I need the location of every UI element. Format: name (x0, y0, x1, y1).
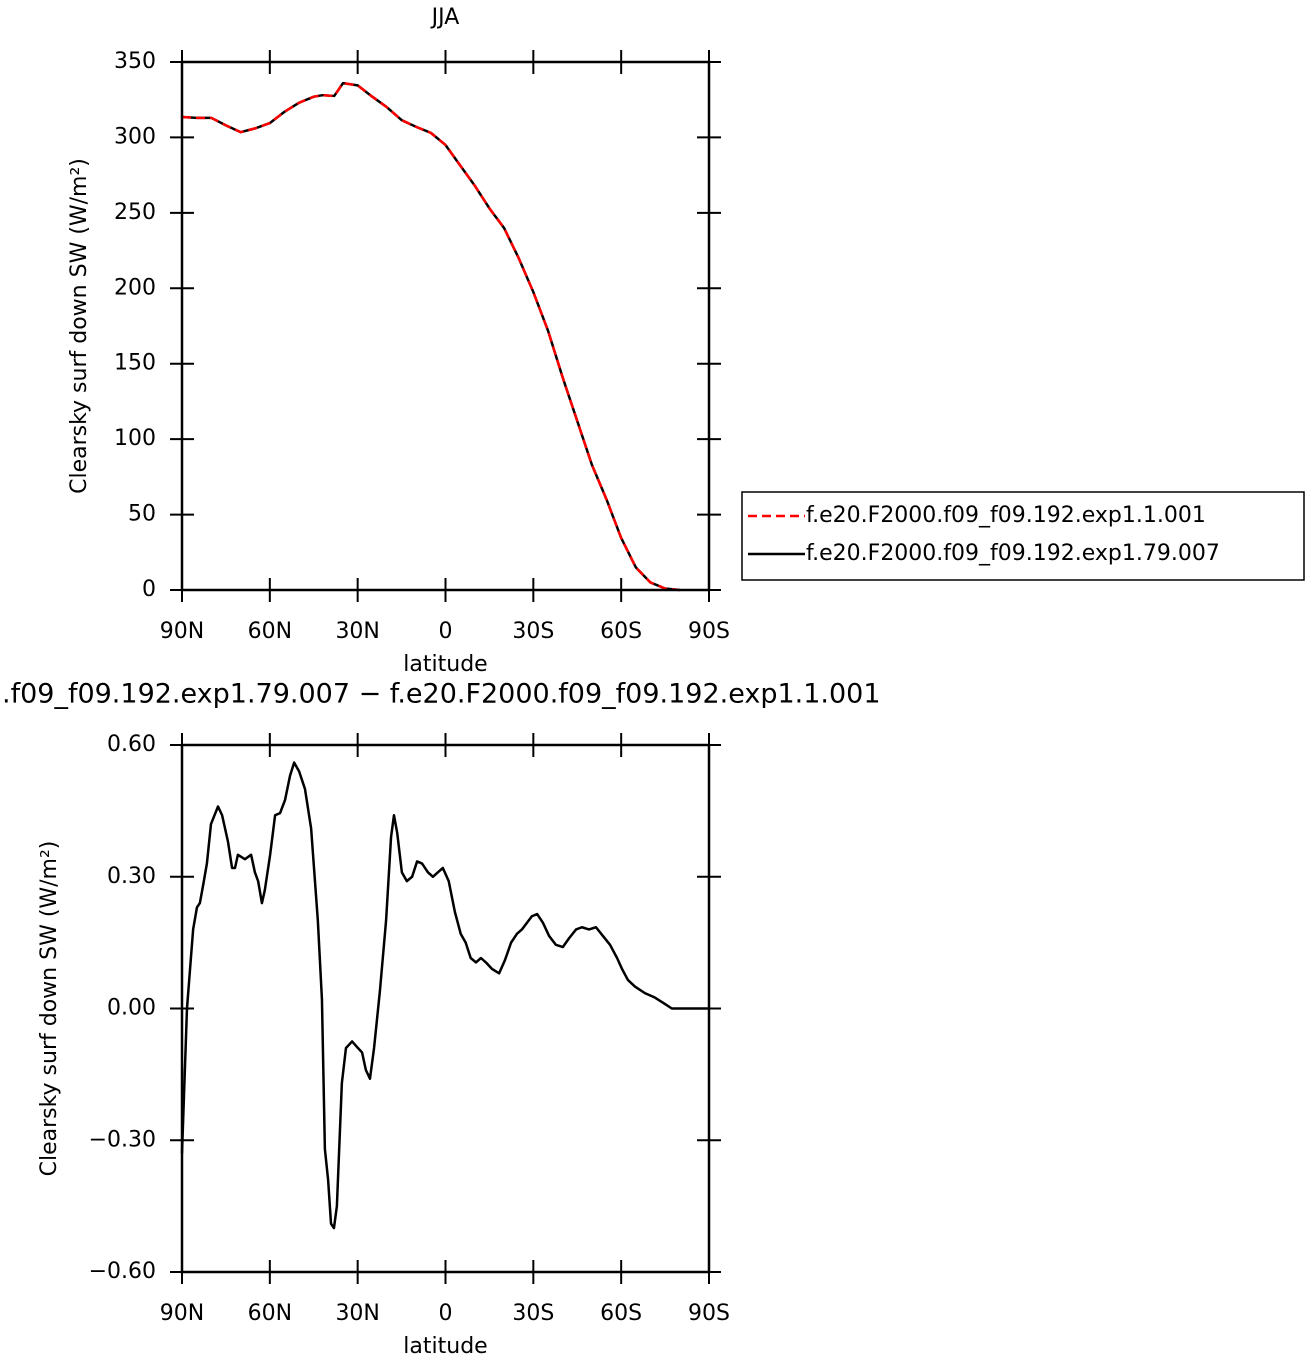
y-tick-label: 0.00 (107, 996, 156, 1021)
y-tick-label: 0 (142, 577, 156, 602)
y-tick-label: 350 (114, 49, 156, 74)
chart-title: .f09_f09.192.exp1.79.007 − f.e20.F2000.f… (2, 679, 881, 710)
y-axis-label: Clearsky surf down SW (W/m²) (67, 158, 92, 494)
y-tick-label: 100 (114, 426, 156, 451)
data-line (181, 81, 680, 592)
y-tick-label: 300 (114, 124, 156, 149)
x-tick-label: 60N (248, 619, 292, 644)
legend-box (741, 491, 1305, 581)
x-tick-label: 90N (160, 619, 204, 644)
y-tick-label: 0.30 (107, 864, 156, 889)
x-tick-label: 90S (688, 619, 730, 644)
x-axis-label: latitude (403, 652, 487, 677)
data-line (181, 81, 680, 592)
x-tick-label: 0 (439, 1301, 453, 1326)
y-tick-label: 200 (114, 275, 156, 300)
x-tick-label: 30N (335, 1301, 379, 1326)
y-axis-label: Clearsky surf down SW (W/m²) (37, 841, 62, 1177)
plot-frame (180, 60, 711, 592)
legend-label: f.e20.F2000.f09_f09.192.exp1.1.001 (806, 503, 1206, 528)
x-axis-label: latitude (403, 1334, 487, 1359)
y-tick-label: −0.60 (89, 1259, 156, 1284)
x-tick-label: 0 (439, 619, 453, 644)
y-tick-label: −0.30 (89, 1127, 156, 1152)
x-tick-label: 30S (512, 1301, 554, 1326)
plot-frame (180, 743, 711, 1274)
x-tick-label: 30S (512, 619, 554, 644)
y-tick-label: 250 (114, 200, 156, 225)
y-tick-label: 150 (114, 351, 156, 376)
x-tick-label: 30N (335, 619, 379, 644)
x-tick-label: 60S (600, 1301, 642, 1326)
y-tick-label: 0.60 (107, 732, 156, 757)
x-tick-label: 90N (160, 1301, 204, 1326)
data-line (180, 761, 709, 1230)
y-tick-label: 50 (128, 502, 156, 527)
x-tick-label: 90S (688, 1301, 730, 1326)
x-tick-label: 60S (600, 619, 642, 644)
x-tick-label: 60N (248, 1301, 292, 1326)
chart-title: JJA (430, 5, 460, 30)
legend-label: f.e20.F2000.f09_f09.192.exp1.79.007 (806, 541, 1220, 566)
